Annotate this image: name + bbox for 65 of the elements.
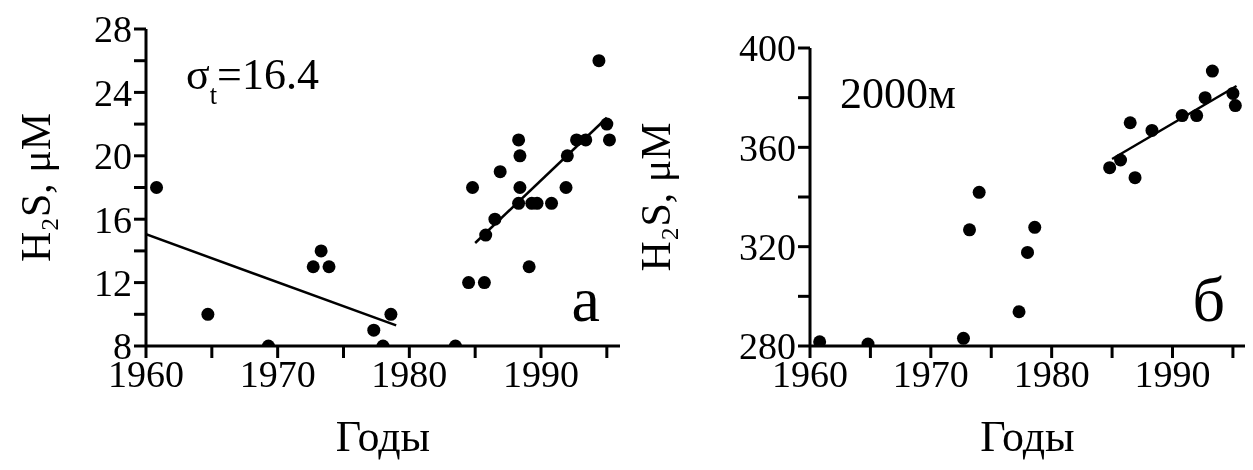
point: [545, 196, 559, 210]
point: [384, 307, 398, 321]
y-tick-label: 400: [739, 27, 796, 70]
point: [150, 181, 164, 194]
x-tick-label: 1990: [503, 352, 579, 395]
y-tick-label: 320: [739, 226, 796, 269]
point: [956, 331, 970, 345]
point: [493, 165, 507, 179]
x-axis-title: Годы: [980, 412, 1075, 461]
x-tick-label: 1990: [1134, 352, 1211, 395]
point: [462, 276, 476, 290]
point: [488, 212, 502, 226]
y-axis-title: H₂S, μM: [13, 112, 59, 263]
point: [1198, 91, 1212, 105]
point: [1012, 305, 1026, 319]
annotation: б: [1192, 264, 1225, 335]
point: [513, 181, 527, 194]
point: [479, 228, 493, 242]
y-tick-label: 28: [94, 8, 132, 51]
point: [602, 133, 616, 147]
point: [1190, 109, 1204, 123]
point: [1114, 153, 1128, 167]
x-axis-title: Годы: [335, 412, 431, 461]
point: [1175, 109, 1189, 123]
point: [1021, 245, 1034, 259]
point: [512, 133, 526, 147]
point: [972, 185, 986, 199]
point: [466, 181, 480, 194]
point: [1128, 171, 1142, 185]
x-tick-label: 1970: [892, 352, 969, 395]
point: [1145, 123, 1159, 137]
point: [813, 335, 827, 346]
y-tick-label: 360: [739, 126, 796, 169]
point: [560, 149, 574, 163]
point: [1226, 86, 1240, 100]
point: [1028, 220, 1042, 234]
point: [1103, 161, 1117, 175]
y-tick-label: 24: [94, 71, 132, 114]
point: [314, 244, 328, 258]
point: [963, 223, 976, 237]
point: [512, 196, 526, 210]
y-tick-label: 16: [94, 198, 132, 241]
point: [592, 54, 606, 68]
y-axis-title: H₂S, μM: [633, 122, 679, 272]
annotation: а: [571, 264, 600, 335]
x-tick-label: 1970: [239, 352, 316, 395]
point: [579, 133, 593, 147]
point: [522, 260, 536, 274]
annotation: 2000м: [840, 69, 956, 118]
point: [1228, 99, 1242, 113]
point: [1205, 64, 1219, 78]
point: [322, 260, 336, 274]
y-tick-label: 20: [94, 135, 132, 178]
point: [513, 149, 527, 163]
point: [600, 117, 614, 131]
point: [477, 276, 491, 290]
point: [201, 307, 215, 321]
point: [367, 323, 381, 337]
y-tick-label: 12: [94, 262, 132, 305]
point: [306, 260, 320, 274]
point: [1123, 116, 1137, 130]
x-tick-label: 1980: [371, 352, 448, 395]
x-tick-label: 1980: [1013, 352, 1090, 395]
point: [559, 181, 573, 194]
annotation: σ$_{t}$=16.4: [186, 50, 319, 110]
